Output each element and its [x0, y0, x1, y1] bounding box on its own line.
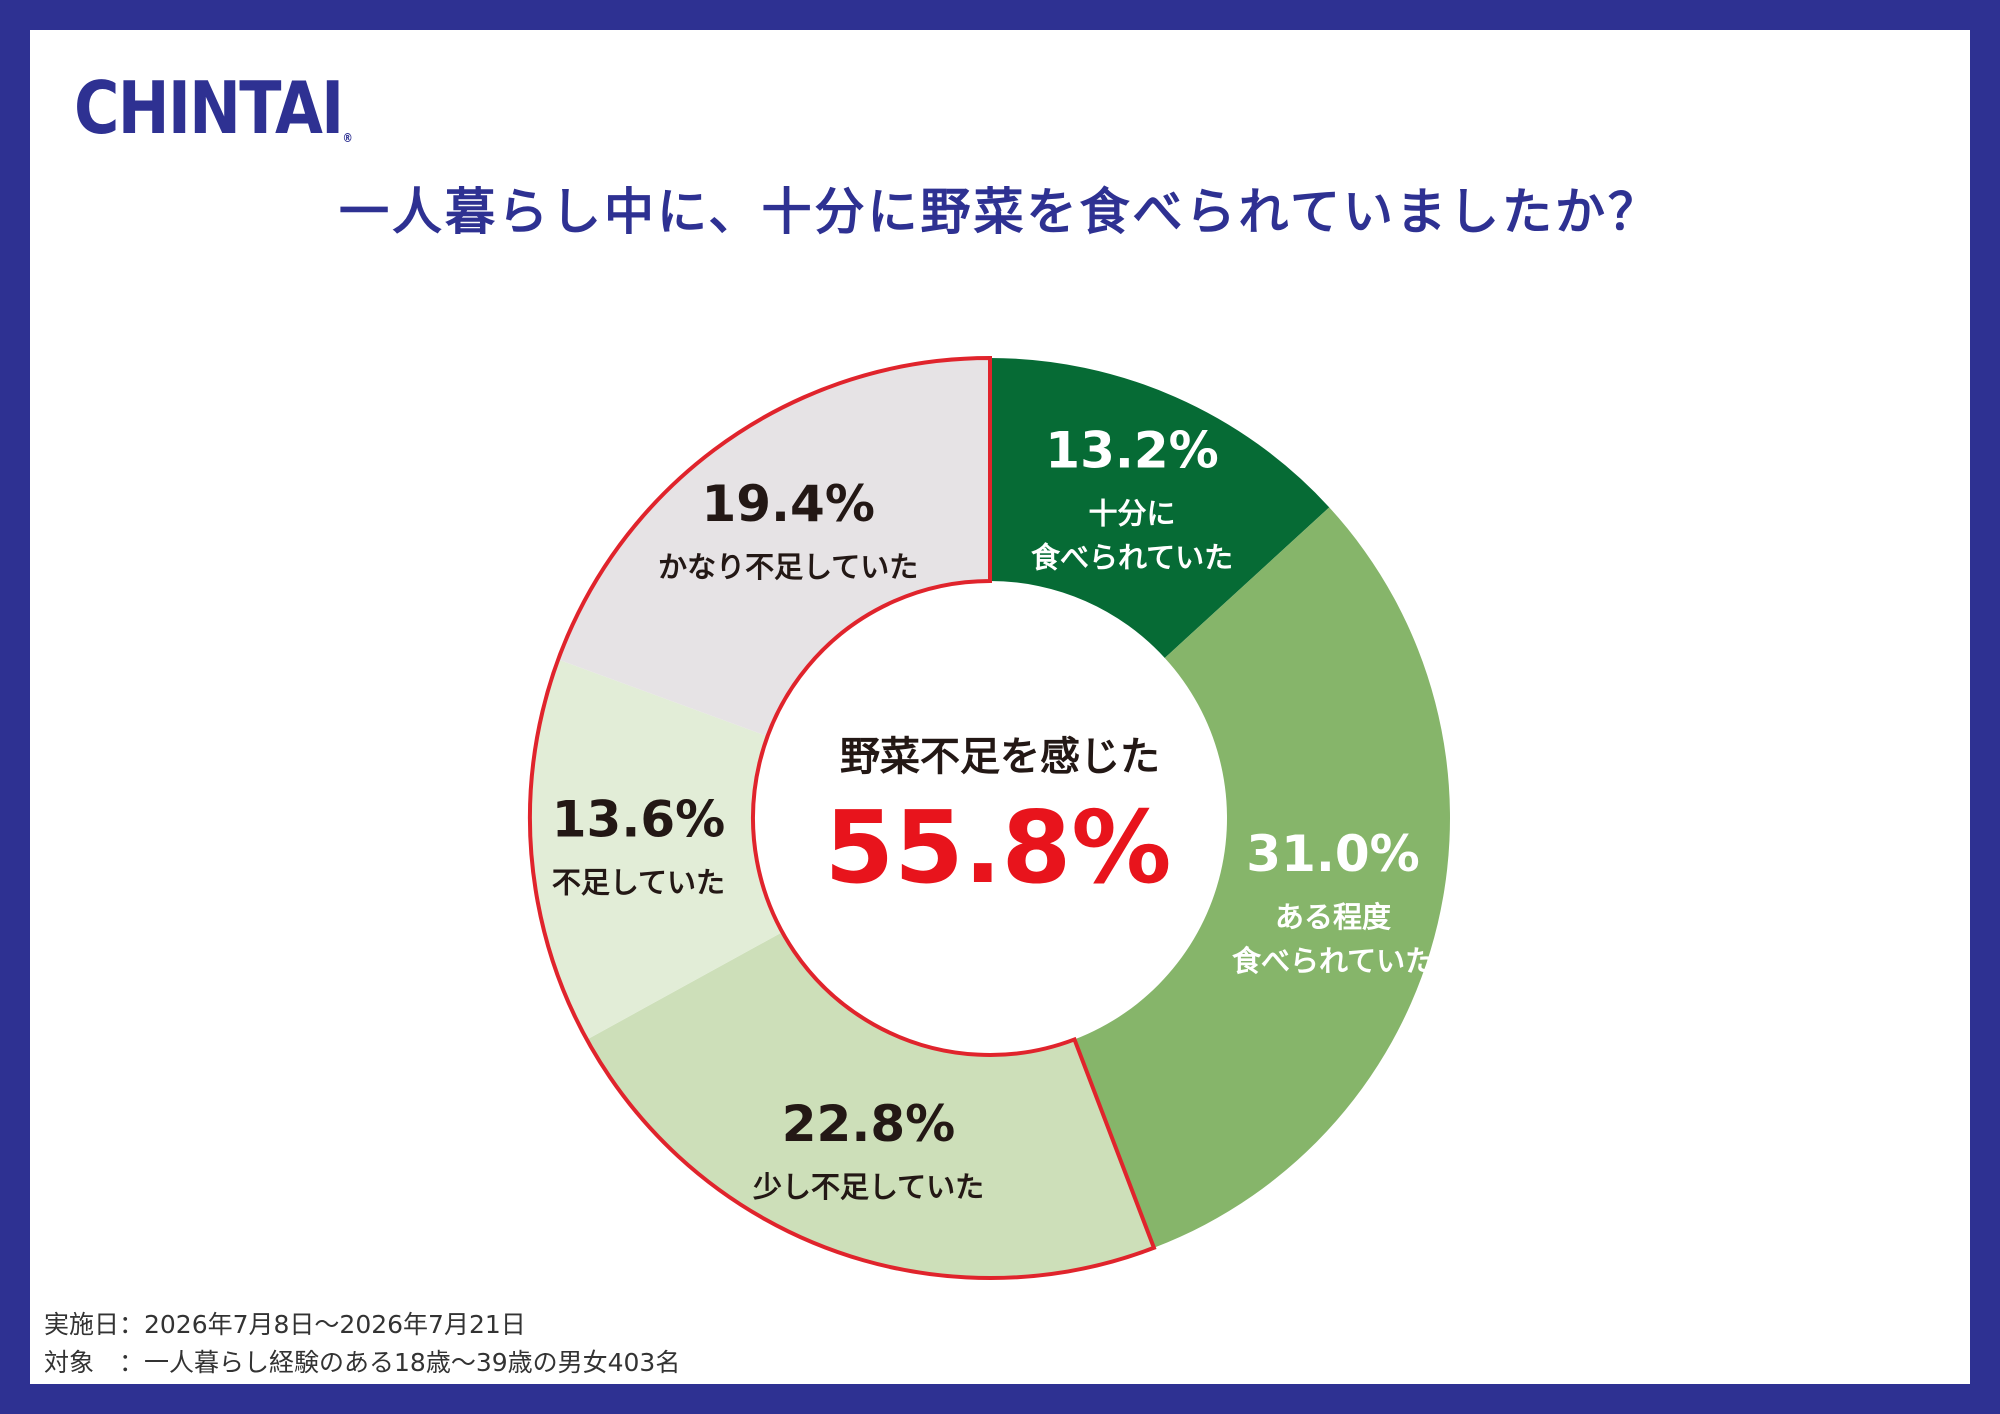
- center-caption: 野菜不足を感じた: [840, 734, 1160, 780]
- page-title: 一人暮らし中に、十分に野菜を食べられていましたか？: [339, 183, 1661, 241]
- donut-chart: 13.2%十分に食べられていた31.0%ある程度食べられていた22.8%少し不足…: [528, 355, 1450, 1280]
- slice-category-label: 食べられていた: [1031, 540, 1233, 574]
- slice-category-label: ある程度: [1275, 900, 1391, 934]
- slice-label-4: 13.6% 不足していた: [552, 791, 725, 900]
- slice-label-3: 22.8% 少し不足していた: [753, 1095, 984, 1204]
- slice-category-label: かなり不足していた: [658, 550, 918, 584]
- slice-value-label: 13.2%: [1045, 421, 1218, 479]
- donut-slice-1: [990, 358, 1330, 658]
- survey-date: 実施日：2026年7月8日〜2026年7月21日: [44, 1310, 526, 1339]
- chintai-logo: CHINTAI®: [74, 66, 353, 150]
- donut-slice-4: [530, 659, 783, 1040]
- slice-value-label: 22.8%: [782, 1095, 955, 1153]
- slice-value-label: 19.4%: [701, 475, 874, 533]
- slice-category-label: 十分に: [1089, 496, 1176, 530]
- donut-slice-3: [586, 932, 1154, 1278]
- donut-slice-5: [558, 358, 990, 737]
- slice-value-label: 13.6%: [552, 791, 725, 849]
- slice-category-label: 少し不足していた: [753, 1170, 984, 1204]
- slice-category-label: 食べられていた: [1232, 944, 1434, 978]
- donut-slice-2: [1074, 507, 1450, 1248]
- slice-category-label: 不足していた: [552, 866, 725, 900]
- slide-card: CHINTAI® 一人暮らし中に、十分に野菜を食べられていましたか？ 13.2%…: [30, 30, 1970, 1384]
- slice-value-label: 31.0%: [1246, 825, 1419, 883]
- shortage-highlight-outline: [528, 355, 1157, 1280]
- center-total-value: 55.8%: [825, 789, 1172, 906]
- survey-footnote: 実施日：2026年7月8日〜2026年7月21日 対象 ：一人暮らし経験のある1…: [44, 1306, 680, 1382]
- survey-target: 対象 ：一人暮らし経験のある18歳〜39歳の男女403名: [44, 1348, 681, 1377]
- slice-label-5: 19.4% かなり不足していた: [658, 475, 918, 584]
